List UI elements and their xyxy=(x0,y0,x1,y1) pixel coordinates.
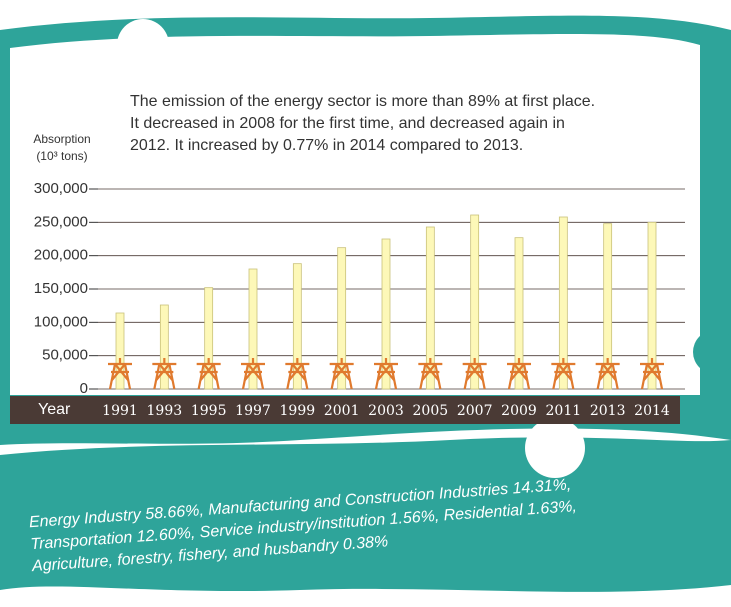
tower-icon xyxy=(241,358,265,390)
tower-shape xyxy=(374,358,398,390)
annotation: The emission of the energy sector is mor… xyxy=(130,93,595,110)
tower-icon xyxy=(640,358,664,390)
tower-shape xyxy=(462,358,487,390)
tower-shape xyxy=(329,358,354,390)
bar xyxy=(514,237,524,390)
tower-icon xyxy=(507,358,531,390)
x-tick-label: 1995 xyxy=(191,403,227,419)
puzzle-knob xyxy=(117,19,169,71)
annotation: 2012. It increased by 0.77% in 2014 comp… xyxy=(130,137,523,154)
tower-shape xyxy=(640,358,664,390)
bar xyxy=(115,312,125,390)
tower-shape xyxy=(152,358,177,390)
x-axis-band xyxy=(10,396,680,424)
bar xyxy=(425,226,435,390)
bar xyxy=(647,221,657,390)
tower-icon xyxy=(374,358,398,390)
y-tick-label: 50,000 xyxy=(42,347,88,364)
puzzle-knob xyxy=(693,330,731,374)
y-tick-label: 100,000 xyxy=(34,313,88,330)
x-tick-label: 2009 xyxy=(501,403,537,419)
x-tick-label: 2011 xyxy=(546,403,582,419)
y-tick-label: 200,000 xyxy=(34,247,88,264)
tower-icon xyxy=(329,358,354,390)
tower-icon xyxy=(462,358,487,390)
bar xyxy=(204,287,214,390)
tower-shape xyxy=(108,358,132,390)
x-tick-label: 2007 xyxy=(457,403,493,419)
annotation: It decreased in 2008 for the first time,… xyxy=(130,115,565,132)
x-axis-label: Year xyxy=(38,401,71,418)
bar xyxy=(337,247,347,390)
bar xyxy=(381,238,391,390)
tower-icon xyxy=(285,358,310,390)
y-tick-label: 0 xyxy=(80,380,88,397)
tower-shape xyxy=(196,358,221,390)
bar xyxy=(159,304,169,390)
x-tick-label: 1991 xyxy=(102,403,138,419)
tower-shape xyxy=(551,358,576,390)
tower-shape xyxy=(595,358,620,390)
bar xyxy=(603,223,613,390)
bar xyxy=(292,263,302,390)
x-tick-label: 2013 xyxy=(590,403,626,419)
bar xyxy=(248,268,258,390)
tower-icon xyxy=(595,358,620,390)
x-tick-label: 1999 xyxy=(280,403,316,419)
chart-panel xyxy=(10,33,700,395)
x-tick-label: 2005 xyxy=(413,403,449,419)
y-tick-label: 250,000 xyxy=(34,213,88,230)
tower-icon xyxy=(196,358,221,390)
bar xyxy=(470,214,480,390)
x-tick-label: 2014 xyxy=(634,403,670,419)
tower-icon xyxy=(152,358,177,390)
tower-icon xyxy=(418,358,443,390)
tower-shape xyxy=(285,358,310,390)
y-tick-label: 150,000 xyxy=(34,280,88,297)
x-tick-label: 1993 xyxy=(147,403,183,419)
tower-shape xyxy=(507,358,531,390)
bar xyxy=(558,216,568,390)
x-tick-label: 2003 xyxy=(368,403,404,419)
x-tick-label: 2001 xyxy=(324,403,360,419)
tower-icon xyxy=(551,358,576,390)
x-tick-label: 1997 xyxy=(235,403,271,419)
tower-icon xyxy=(108,358,132,390)
puzzle-knob xyxy=(525,418,585,478)
y-axis-label: Absorption xyxy=(33,132,90,146)
y-tick-label: 300,000 xyxy=(34,180,88,197)
tower-shape xyxy=(241,358,265,390)
tower-shape xyxy=(418,358,443,390)
y-axis-label: (10³ tons) xyxy=(36,149,87,163)
